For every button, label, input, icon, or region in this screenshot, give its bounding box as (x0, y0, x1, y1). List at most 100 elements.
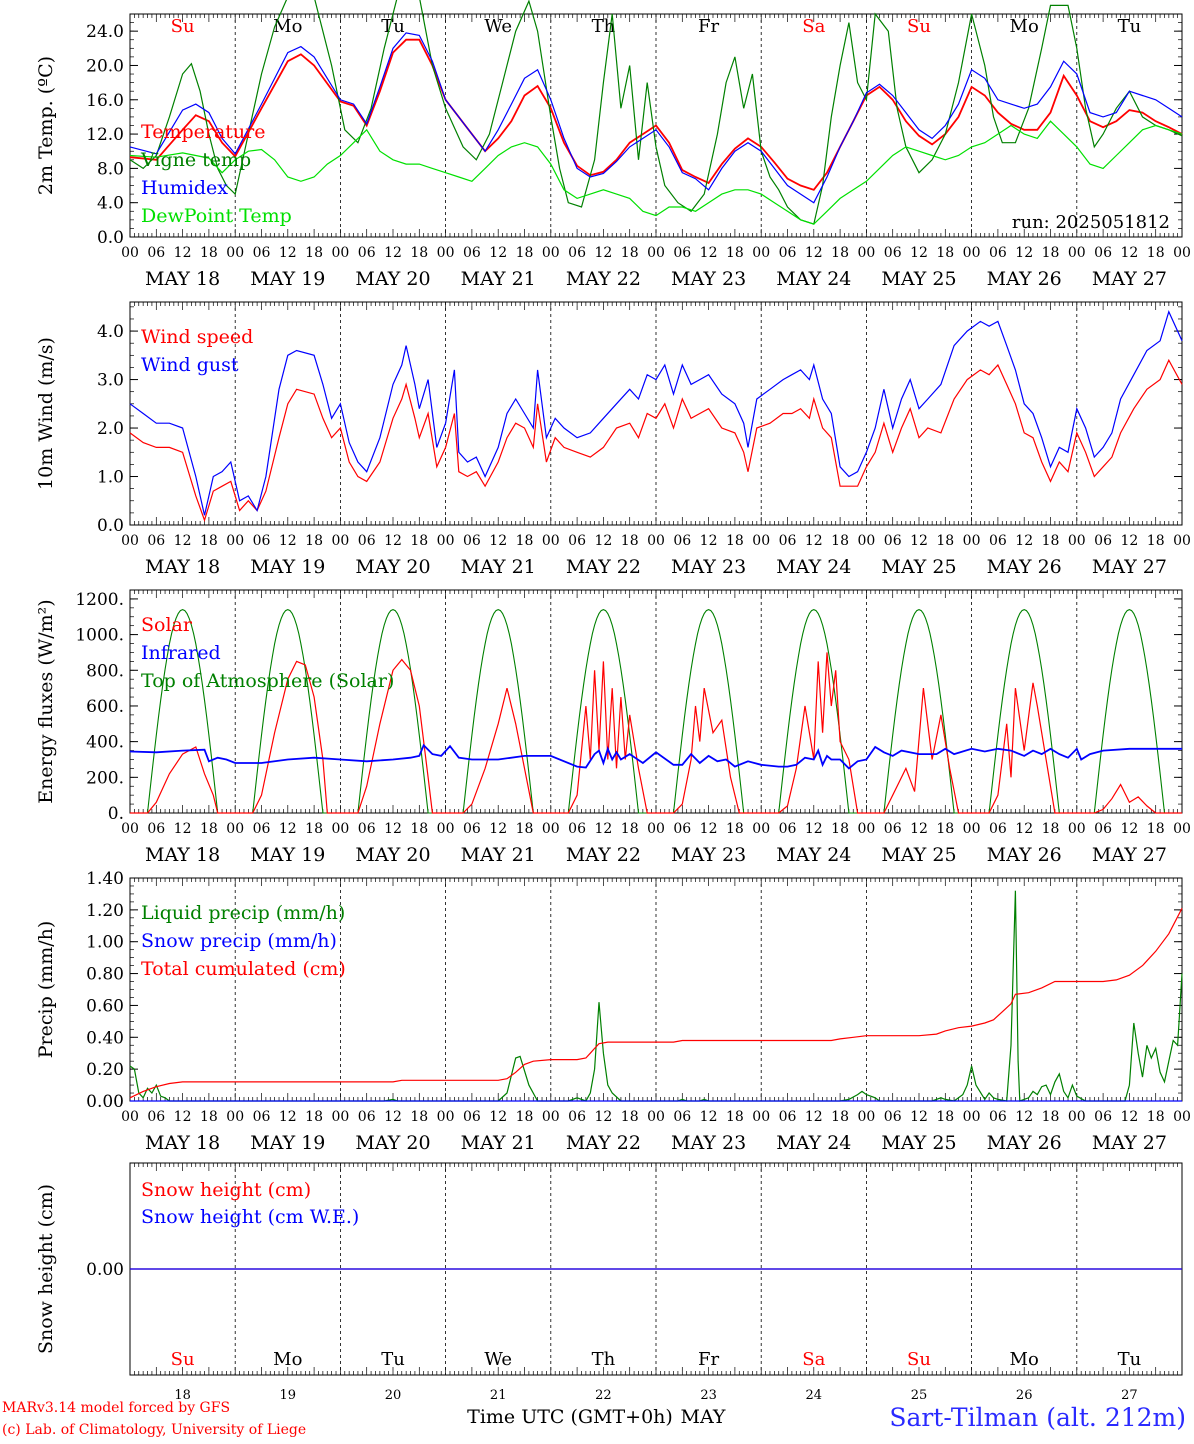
legend-entry: Wind gust (141, 354, 239, 376)
hour-tick-label: 12 (910, 533, 928, 549)
day-number-label: 24 (806, 1388, 823, 1403)
hour-tick-label: 00 (752, 1109, 770, 1125)
hour-tick-label: 18 (305, 245, 323, 261)
hour-tick-label: 06 (358, 245, 376, 261)
hour-tick-label: 06 (463, 821, 481, 837)
date-label: MAY 24 (776, 1132, 851, 1154)
weekday-label: Mo (273, 1349, 302, 1370)
y-tick-label: 0.40 (86, 1028, 124, 1048)
hour-tick-label: 12 (279, 533, 297, 549)
date-label: MAY 18 (145, 268, 220, 290)
plot-frame (129, 589, 1183, 814)
hour-tick-label: 18 (516, 821, 534, 837)
hour-tick-label: 06 (673, 1109, 691, 1125)
y-tick-label: 16.0 (86, 91, 124, 111)
hour-tick-label: 06 (147, 245, 165, 261)
hour-tick-label: 06 (147, 821, 165, 837)
date-label: MAY 18 (145, 556, 220, 578)
y-tick-label: 4.0 (97, 194, 124, 214)
y-tick-label: 0.00 (86, 1092, 124, 1112)
hour-tick-label: 06 (1094, 821, 1112, 837)
hour-tick-label: 00 (752, 533, 770, 549)
hour-tick-label: 18 (1042, 1109, 1060, 1125)
legend-entry: Temperature (141, 121, 265, 143)
date-label: MAY 20 (355, 1132, 430, 1154)
hour-tick-label: 06 (253, 1109, 271, 1125)
hour-tick-label: 18 (621, 1109, 639, 1125)
hour-tick-label: 12 (384, 1109, 402, 1125)
hour-tick-label: 06 (779, 821, 797, 837)
hour-tick-label: 18 (410, 821, 428, 837)
hour-tick-label: 18 (831, 821, 849, 837)
weekday-label: Tu (1118, 1349, 1142, 1370)
y-axis-label: Energy fluxes (W/m²) (35, 599, 57, 803)
hour-tick-label: 06 (1094, 1109, 1112, 1125)
hour-tick-label: 06 (568, 821, 586, 837)
date-label: MAY 27 (1092, 556, 1167, 578)
hour-tick-label: 06 (253, 245, 271, 261)
date-label: MAY 24 (776, 556, 851, 578)
hour-tick-label: 00 (542, 245, 560, 261)
day-number-label: 21 (490, 1388, 507, 1403)
hour-tick-label: 18 (1147, 821, 1165, 837)
hour-tick-label: 00 (331, 533, 349, 549)
hour-tick-label: 00 (963, 821, 981, 837)
hour-tick-label: 06 (463, 1109, 481, 1125)
hour-tick-label: 18 (726, 1109, 744, 1125)
date-label: MAY 25 (881, 844, 956, 866)
date-label: MAY 24 (776, 844, 851, 866)
hour-tick-label: 18 (305, 533, 323, 549)
hour-tick-label: 12 (700, 245, 718, 261)
hour-tick-label: 12 (489, 1109, 507, 1125)
hour-tick-label: 06 (147, 1109, 165, 1125)
date-label: MAY 25 (881, 556, 956, 578)
hour-tick-label: 00 (647, 245, 665, 261)
legend-entry: Humidex (141, 177, 228, 199)
hour-tick-label: 00 (437, 533, 455, 549)
series-line (129, 743, 1182, 770)
hour-tick-label: 12 (1015, 245, 1033, 261)
date-label: MAY 20 (355, 556, 430, 578)
y-tick-label: 24.0 (86, 22, 124, 42)
hour-tick-label: 18 (831, 533, 849, 549)
hour-tick-label: 12 (1015, 821, 1033, 837)
panel-3: 0. 200. 400. 600. 800. 1000. 1200. Energy fluxe… (35, 589, 1191, 866)
date-label: MAY 27 (1092, 1132, 1167, 1154)
date-label: MAY 23 (671, 844, 746, 866)
y-axis-label: Snow height (cm) (35, 1184, 57, 1354)
hour-tick-label: 00 (857, 1109, 875, 1125)
toa-solar-line (340, 608, 446, 814)
y-tick-label: 1.0 (97, 468, 124, 488)
hour-tick-label: 12 (1015, 1109, 1033, 1125)
hour-tick-label: 06 (884, 245, 902, 261)
hour-tick-label: 06 (779, 245, 797, 261)
hour-tick-label: 12 (174, 1109, 192, 1125)
weekday-label: We (484, 1349, 512, 1370)
hour-tick-label: 00 (542, 533, 560, 549)
series-line (129, 38, 1183, 191)
hour-tick-label: 12 (805, 245, 823, 261)
day-number-label: 19 (280, 1388, 297, 1403)
hour-tick-label: 00 (437, 245, 455, 261)
hour-tick-label: 06 (358, 533, 376, 549)
hour-tick-label: 18 (831, 245, 849, 261)
date-label: MAY 25 (881, 268, 956, 290)
date-label: MAY 20 (355, 844, 430, 866)
hour-tick-label: 00 (121, 821, 139, 837)
weekday-label: Mo (1010, 1349, 1039, 1370)
panel-5: 0.00 Snow height (cm) Snow height (cm) Snow… (35, 1162, 1183, 1428)
hour-tick-label: 06 (989, 1109, 1007, 1125)
month-label: MAY (681, 1406, 726, 1428)
date-label: MAY 18 (145, 844, 220, 866)
y-tick-label: 0. (108, 804, 124, 824)
hour-tick-label: 18 (621, 821, 639, 837)
hour-tick-label: 00 (963, 1109, 981, 1125)
y-tick-label: 1.40 (86, 869, 124, 889)
hour-tick-label: 00 (226, 821, 244, 837)
date-label: MAY 23 (671, 556, 746, 578)
y-tick-label: 400. (86, 733, 124, 753)
hour-tick-label: 18 (936, 245, 954, 261)
hour-tick-label: 12 (1120, 245, 1138, 261)
date-label: MAY 26 (987, 844, 1062, 866)
